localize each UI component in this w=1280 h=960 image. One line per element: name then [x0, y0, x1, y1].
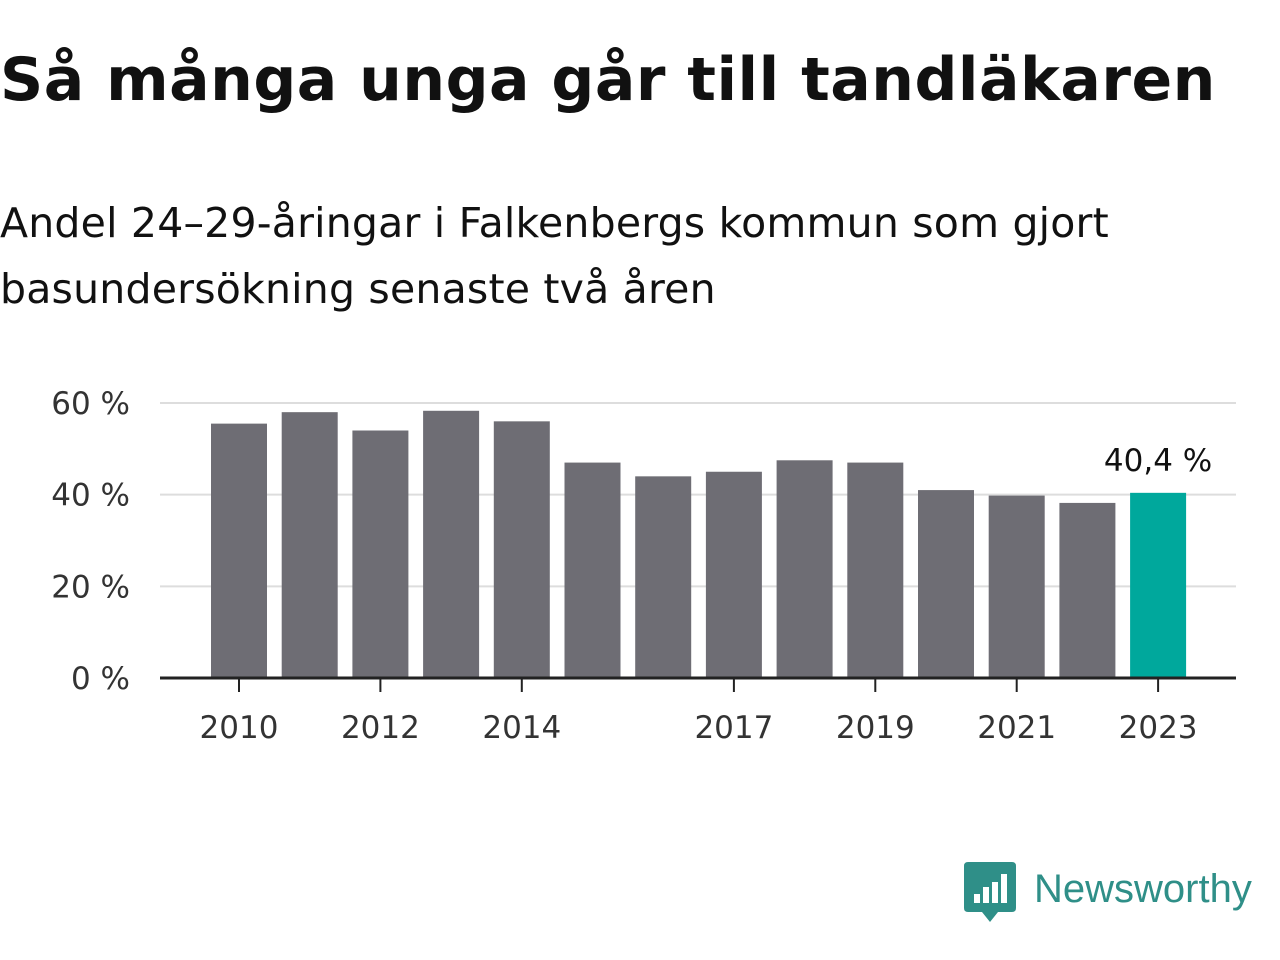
x-tick-label: 2014: [482, 710, 561, 746]
y-axis-labels: 0 % 20 % 40 % 60 %: [51, 386, 130, 697]
chart-title: Så många unga går till tandläkaren: [0, 45, 1216, 115]
bar-chart: 2010 2012 2014 2017 2019 2021 2023 0 % 20 % 40 %…: [51, 386, 1236, 746]
bar-2015: [564, 462, 621, 678]
bar-2016: [635, 476, 692, 678]
x-tick-label: 2012: [341, 710, 420, 746]
x-tick-label: 2021: [977, 710, 1056, 746]
x-axis-ticks: 2010 2012 2014 2017 2019 2021 2023: [200, 678, 1198, 746]
y-tick-label: 0 %: [71, 661, 130, 697]
bar-2020: [918, 490, 974, 678]
bar-2014: [493, 421, 550, 678]
bars: [211, 410, 1187, 678]
x-tick-label: 2019: [836, 710, 915, 746]
bar-chart-speech-bubble-icon: [964, 862, 1016, 922]
y-tick-label: 60 %: [51, 386, 130, 422]
bar-2013: [423, 410, 480, 678]
x-tick-label: 2010: [200, 710, 279, 746]
bar-2012: [352, 430, 409, 678]
x-tick-label: 2017: [694, 710, 773, 746]
chart-subtitle: Andel 24–29-åringar i Falkenbergs kommun…: [0, 199, 1109, 313]
gridlines: [160, 402, 1236, 588]
bar-2019: [847, 462, 904, 678]
bar-2011: [281, 412, 338, 678]
brand-name: Newsworthy: [1034, 867, 1252, 911]
highlight-value-label: 40,4 %: [1104, 443, 1212, 479]
y-tick-label: 40 %: [51, 478, 130, 514]
bar-2022: [1059, 502, 1116, 678]
bar-2017: [705, 471, 762, 678]
bar-2010: [211, 423, 267, 678]
bar-2021: [988, 495, 1045, 678]
bar-2023: [1130, 492, 1187, 678]
x-tick-label: 2023: [1119, 710, 1198, 746]
bar-2018: [776, 460, 833, 678]
y-tick-label: 20 %: [51, 569, 130, 605]
